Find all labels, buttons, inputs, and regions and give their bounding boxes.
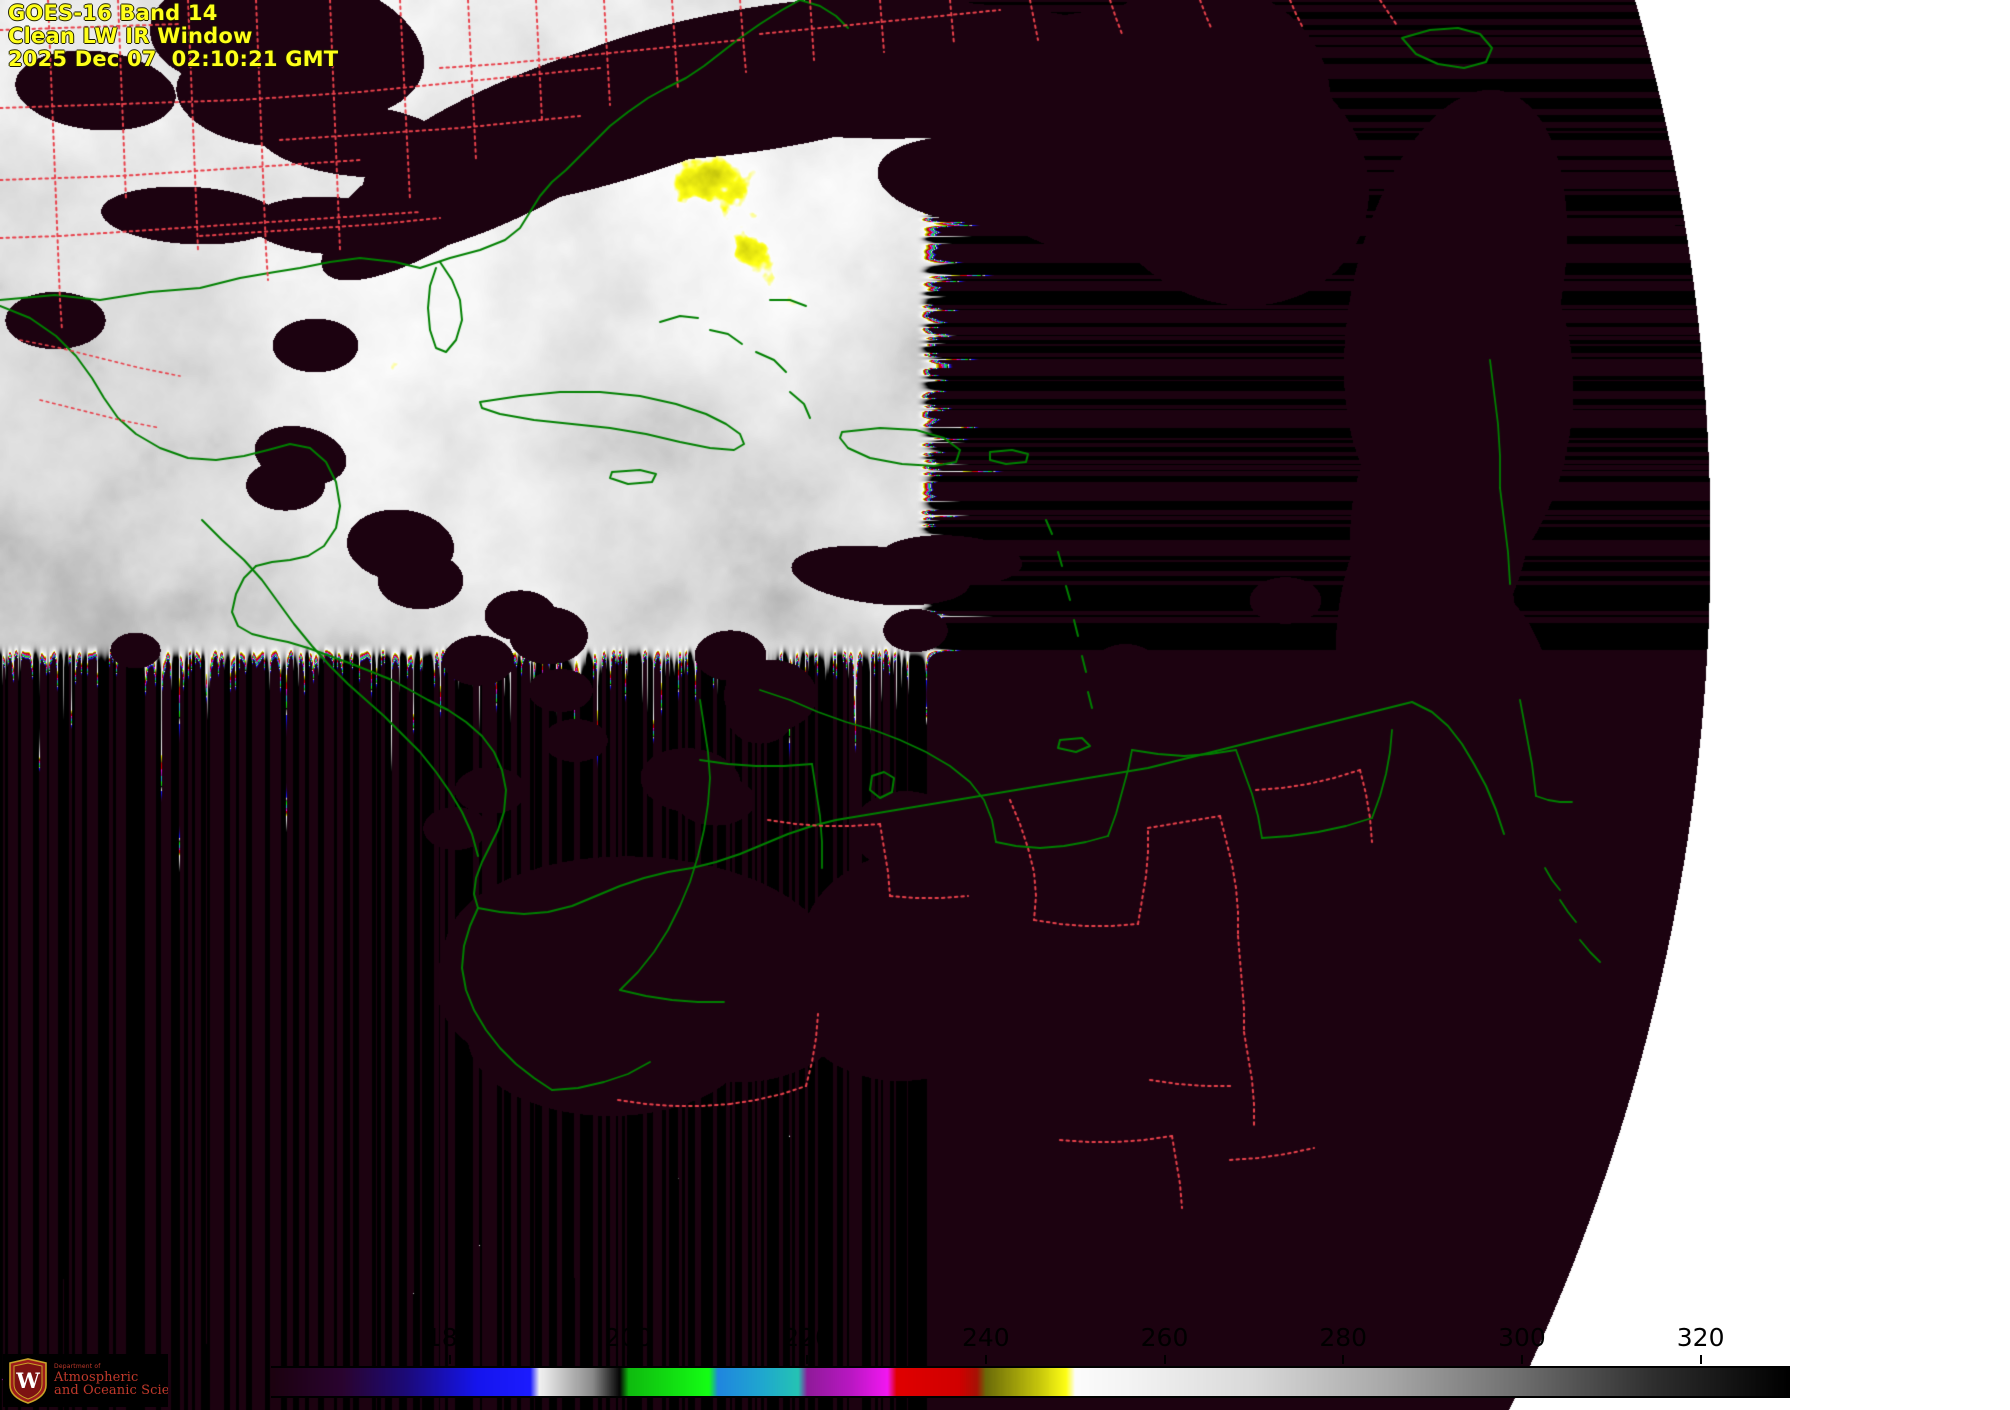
colorbar-tick-label: 280 <box>1319 1323 1368 1352</box>
colorbar-tick-label: 180 <box>425 1323 474 1352</box>
colorbar-tick <box>806 1355 809 1364</box>
uw-crest-icon: W <box>6 1357 50 1405</box>
colorbar-tick-label: 240 <box>961 1323 1010 1352</box>
uw-logo-text-block: Department of Atmospheric and Oceanic Sc… <box>54 1363 168 1398</box>
colorbar-tick <box>1342 1355 1345 1364</box>
logo-line-2: and Oceanic Sciences <box>54 1383 168 1398</box>
colorbar-tick-label: 300 <box>1498 1323 1546 1352</box>
colorbar-gradient-strip <box>271 1366 1790 1398</box>
colorbar-canvas <box>271 1368 1790 1396</box>
colorbar-tick-label: 320 <box>1676 1323 1725 1352</box>
svg-text:W: W <box>15 1368 40 1393</box>
colorbar-tick-label: 200 <box>604 1323 653 1352</box>
colorbar-tick <box>1520 1355 1523 1364</box>
colorbar-tick <box>1699 1355 1702 1364</box>
logo-line-1: Atmospheric <box>54 1370 139 1385</box>
colorbar-tick-label: 260 <box>1140 1323 1189 1352</box>
colorbar-tick-label: 220 <box>783 1323 831 1352</box>
colorbar-tick <box>984 1355 987 1364</box>
colorbar-tick <box>627 1355 630 1364</box>
colorbar-tick <box>1163 1355 1166 1364</box>
logo-department-label: Department of <box>54 1363 101 1370</box>
colorbar-tick <box>448 1355 451 1364</box>
uw-aos-logo: W Department of Atmospheric and Oceanic … <box>3 1354 168 1407</box>
